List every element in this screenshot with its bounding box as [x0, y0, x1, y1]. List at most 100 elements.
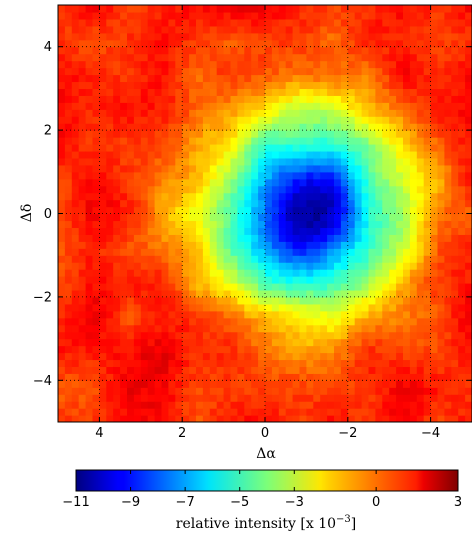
heatmap-cell — [258, 338, 266, 347]
heatmap-cell — [416, 130, 425, 138]
heatmap-cell — [299, 213, 307, 222]
heatmap-cell — [64, 401, 73, 409]
heatmap-cell — [320, 11, 328, 20]
heatmap-cell — [147, 185, 156, 194]
heatmap-cell — [64, 394, 73, 402]
heatmap-cell — [465, 366, 472, 374]
heatmap-cell — [182, 289, 190, 298]
heatmap-cell — [147, 248, 156, 256]
heatmap-cell — [196, 331, 204, 340]
heatmap-cell — [133, 269, 142, 277]
heatmap-cell — [347, 296, 356, 305]
heatmap-cell — [340, 60, 349, 69]
heatmap-cell — [58, 95, 66, 103]
heatmap-cell — [409, 289, 418, 298]
heatmap-cell — [127, 67, 135, 76]
heatmap-cell — [437, 102, 445, 110]
heatmap-cell — [58, 39, 66, 48]
heatmap-cell — [189, 310, 197, 319]
heatmap-cell — [237, 380, 245, 388]
heatmap-cell — [161, 366, 169, 374]
heatmap-cell — [216, 408, 225, 416]
heatmap-cell — [216, 39, 225, 48]
heatmap-cell — [368, 283, 376, 291]
heatmap-cell — [202, 102, 211, 110]
heatmap-cell — [437, 95, 445, 103]
heatmap-cell — [416, 164, 425, 173]
heatmap-cell — [437, 408, 445, 416]
heatmap-cell — [271, 317, 280, 326]
heatmap-cell — [154, 234, 163, 242]
heatmap-cell — [354, 276, 363, 284]
heatmap-cell — [71, 18, 80, 27]
heatmap-cell — [416, 95, 425, 103]
heatmap-cell — [120, 262, 128, 270]
heatmap-cell — [71, 324, 80, 333]
heatmap-cell — [258, 74, 266, 83]
heatmap-cell — [237, 67, 245, 76]
heatmap-cell — [340, 248, 349, 256]
heatmap-cell — [120, 352, 128, 361]
heatmap-cell — [99, 102, 107, 110]
heatmap-cell — [465, 241, 472, 249]
heatmap-cell — [437, 394, 445, 402]
heatmap-cell — [458, 95, 466, 103]
heatmap-cell — [120, 32, 128, 41]
heatmap-cell — [375, 137, 383, 145]
heatmap-cell — [271, 144, 280, 152]
heatmap-cell — [368, 102, 376, 110]
heatmap-cell — [313, 324, 321, 333]
heatmap-cell — [403, 241, 411, 249]
heatmap-cell — [313, 296, 321, 305]
heatmap-cell — [133, 324, 142, 333]
heatmap-cell — [285, 95, 294, 103]
heatmap-cell — [120, 60, 128, 69]
heatmap-cell — [71, 5, 80, 13]
heatmap-cell — [71, 74, 80, 83]
heatmap-cell — [389, 241, 397, 249]
heatmap-cell — [361, 283, 370, 291]
heatmap-cell — [347, 137, 356, 145]
heatmap-cell — [230, 192, 238, 201]
heatmap-cell — [430, 241, 439, 249]
heatmap-cell — [285, 192, 294, 201]
heatmap-cell — [147, 255, 156, 263]
heatmap-cell — [99, 5, 107, 13]
heatmap-cell — [382, 123, 390, 131]
heatmap-cell — [182, 11, 190, 20]
heatmap-cell — [444, 206, 452, 215]
heatmap-cell — [64, 185, 73, 194]
heatmap-cell — [175, 331, 183, 340]
heatmap-cell — [244, 248, 252, 256]
heatmap-cell — [147, 213, 156, 222]
heatmap-cell — [423, 220, 432, 228]
heatmap-cell — [196, 241, 204, 249]
heatmap-cell — [78, 234, 87, 242]
heatmap-cell — [196, 102, 204, 110]
heatmap-cell — [85, 81, 94, 89]
heatmap-cell — [196, 164, 204, 173]
heatmap-cell — [292, 95, 301, 103]
heatmap-cell — [189, 137, 197, 145]
heatmap-cell — [347, 317, 356, 326]
heatmap-cell — [92, 227, 100, 235]
heatmap-cell — [313, 394, 321, 402]
heatmap-cell — [327, 387, 335, 395]
heatmap-cell — [409, 220, 418, 228]
heatmap-cell — [437, 296, 445, 305]
heatmap-cell — [161, 60, 169, 69]
heatmap-cell — [154, 192, 163, 201]
heatmap-cell — [64, 241, 73, 249]
heatmap-cell — [299, 157, 307, 166]
heatmap-cell — [92, 206, 100, 215]
heatmap-cell — [113, 67, 121, 76]
heatmap-cell — [223, 123, 232, 131]
heatmap-cell — [416, 178, 425, 187]
heatmap-cell — [71, 331, 80, 340]
colorbar: −11 −9 −7 −5 −3 0 3 relative intensity [x 10−3… — [62, 469, 462, 532]
heatmap-cell — [313, 32, 321, 41]
heatmap-cell — [361, 150, 370, 159]
heatmap-cell — [106, 283, 114, 291]
heatmap-cell — [347, 53, 356, 62]
heatmap-cell — [202, 213, 211, 222]
